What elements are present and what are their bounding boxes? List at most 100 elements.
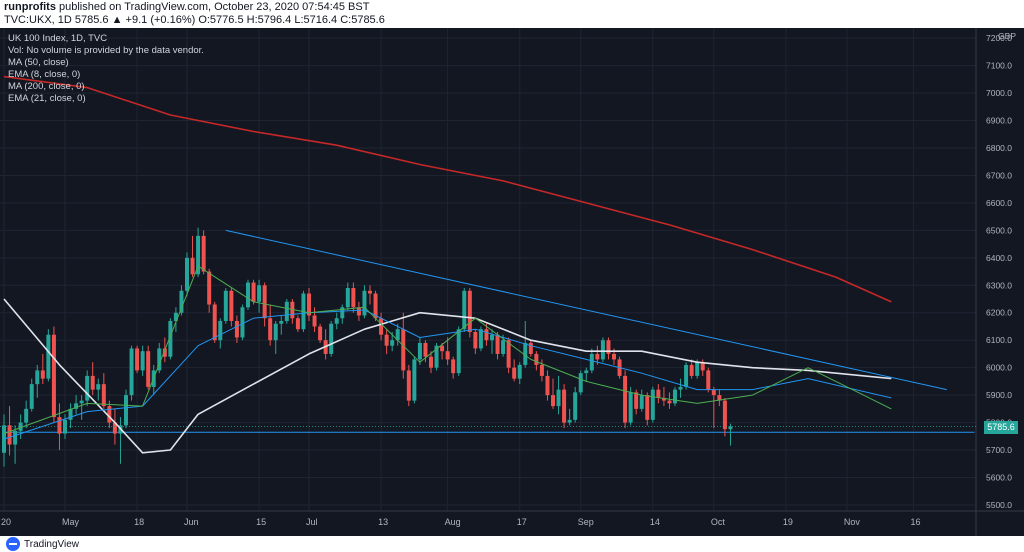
trendline <box>225 229 947 391</box>
price-tick-label: 6600.0 <box>986 198 1012 208</box>
candle-body <box>112 422 117 434</box>
legend-study-ma200[interactable]: MA (200, close, 0) <box>8 81 85 92</box>
candle-body <box>440 345 445 352</box>
candle-body <box>711 389 716 396</box>
candle-body <box>223 290 228 321</box>
candle-body <box>495 334 500 354</box>
candle-body <box>645 395 650 420</box>
brand-label: TradingView <box>24 538 80 550</box>
candle-body <box>390 340 395 346</box>
candle-body <box>229 290 234 321</box>
price-tick-label: 7100.0 <box>986 61 1012 71</box>
price-tick-label: 5500.0 <box>986 500 1012 510</box>
candle-body <box>329 323 334 354</box>
candle-body <box>307 293 311 316</box>
time-tick-label: Aug <box>445 517 461 527</box>
candle-body <box>728 426 733 430</box>
price-axis <box>976 28 1024 536</box>
candle-body <box>667 400 672 404</box>
legend-title[interactable]: UK 100 Index, 1D, TVC <box>8 33 108 44</box>
time-tick-label: Nov <box>844 517 861 527</box>
candle-body <box>684 364 689 387</box>
candle-body <box>157 348 162 371</box>
candle-body <box>578 373 583 393</box>
candle-body <box>257 285 262 302</box>
price-tick-label: 5600.0 <box>986 473 1012 483</box>
candle-body <box>284 301 289 321</box>
candle-body <box>551 395 555 407</box>
candle-body <box>545 375 550 396</box>
candle-body <box>218 320 223 341</box>
candle-body <box>539 364 544 376</box>
price-tick-label: 5700.0 <box>986 445 1012 455</box>
candle-body <box>185 257 189 291</box>
candle-body <box>373 293 378 319</box>
candle-body <box>589 353 594 371</box>
line-ema21 <box>3 309 892 440</box>
time-tick-label: 13 <box>378 517 388 527</box>
candle-body <box>13 430 18 445</box>
candle-body <box>429 356 433 368</box>
price-tick-label: 6400.0 <box>986 253 1012 263</box>
candle-body <box>534 353 539 365</box>
candle-body <box>600 340 605 360</box>
candle-body <box>356 307 361 316</box>
candle-body <box>606 340 611 354</box>
candle-body <box>90 375 95 390</box>
candle-body <box>368 290 372 294</box>
price-tick-label: 6100.0 <box>986 335 1012 345</box>
candle-body <box>29 384 34 409</box>
candle-body <box>246 282 250 308</box>
candle-body <box>173 312 178 321</box>
legend-volume-note: Vol: No volume is provided by the data v… <box>8 45 204 56</box>
candle-body <box>212 304 217 341</box>
price-tick-label: 6200.0 <box>986 308 1012 318</box>
legend-study-ema8[interactable]: EMA (8, close, 0) <box>8 69 81 80</box>
candle-body <box>451 359 456 374</box>
chart-panel[interactable]: UK 100 Index, 1D, TVC Vol: No volume is … <box>0 28 1024 536</box>
candle-body <box>18 422 23 431</box>
candle-body <box>179 290 184 313</box>
candle-body <box>124 395 128 426</box>
tradingview-logo[interactable]: TradingView <box>6 537 79 551</box>
candle-body <box>484 329 489 341</box>
line-ma200 <box>3 75 892 303</box>
candle-body <box>268 318 273 341</box>
candle-body <box>595 353 600 360</box>
time-tick-label: Oct <box>711 517 726 527</box>
candle-body <box>129 348 134 396</box>
candle-body <box>562 389 567 423</box>
publish-info: published on TradingView.com, October 23… <box>55 1 370 13</box>
candle-body <box>434 345 439 368</box>
legend-study-ema21[interactable]: EMA (21, close, 0) <box>8 93 86 104</box>
candle-body <box>512 367 517 379</box>
candle-body <box>35 370 40 385</box>
candle-body <box>506 340 511 368</box>
candle-body <box>251 282 256 302</box>
candle-body <box>584 370 589 374</box>
time-tick-label: 16 <box>910 517 920 527</box>
time-tick-label: 19 <box>783 517 793 527</box>
candle-body <box>528 342 533 354</box>
time-tick-label: 18 <box>134 517 144 527</box>
candle-body <box>556 389 561 407</box>
line-ma50 <box>3 298 892 454</box>
candle-body <box>573 392 578 420</box>
currency-label: GBP <box>998 31 1016 41</box>
candle-body <box>689 364 694 376</box>
publisher-name[interactable]: runprofits <box>4 1 56 13</box>
time-tick-label: 17 <box>517 517 527 527</box>
price-tick-label: 6900.0 <box>986 116 1012 126</box>
candle-body <box>445 351 450 360</box>
candle-body <box>423 342 428 357</box>
candle-body <box>406 370 411 401</box>
price-tick-label: 6700.0 <box>986 170 1012 180</box>
candle-body <box>68 408 73 420</box>
candle-body <box>79 400 84 404</box>
candle-body <box>395 329 400 341</box>
candle-body <box>135 348 140 371</box>
candlestick-chart[interactable]: 7200.0 7100.0 7000.0 6900.0 6800.0 6700.0 6600… <box>0 28 1024 536</box>
legend-study-ma50[interactable]: MA (50, close) <box>8 57 69 68</box>
candle-body <box>478 329 483 349</box>
candle-body <box>7 425 12 445</box>
